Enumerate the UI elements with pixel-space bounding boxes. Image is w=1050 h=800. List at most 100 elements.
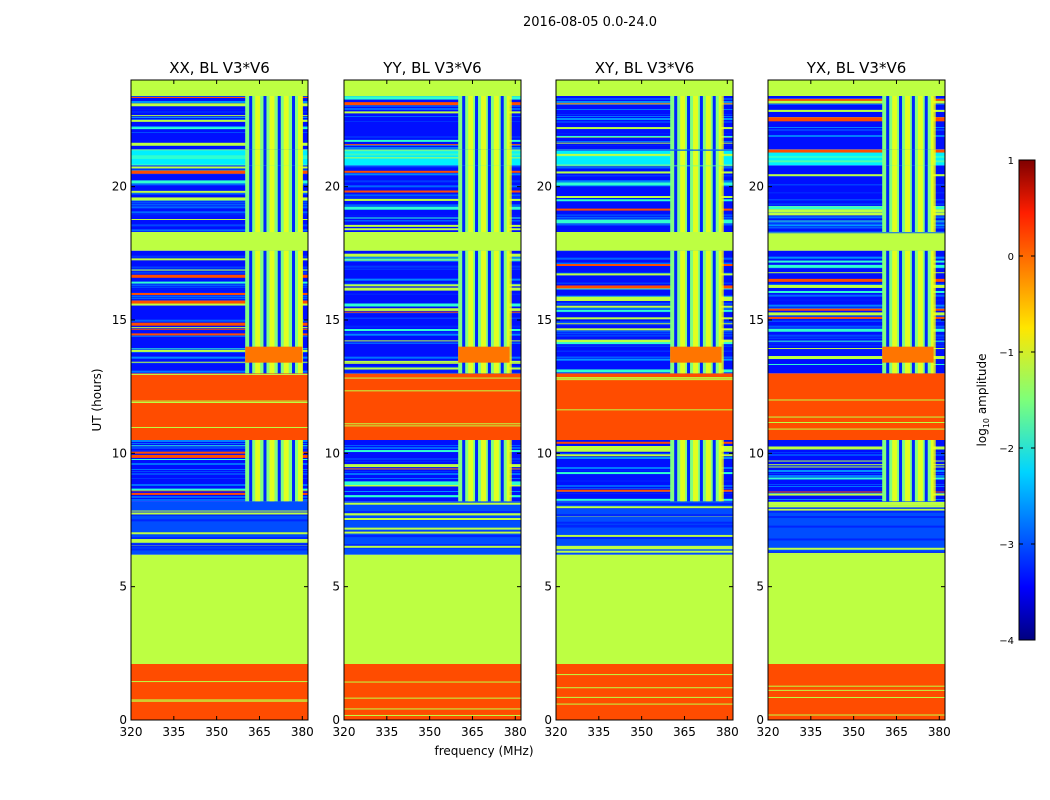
- rfi-stripe: [768, 220, 945, 222]
- speckle-row: [344, 220, 521, 222]
- rfi-band-peak: [892, 165, 898, 232]
- y-tick-label: 15: [112, 313, 127, 327]
- flag-stripe: [768, 551, 945, 554]
- segment-no-data-10: [131, 80, 308, 96]
- rfi-band-gap: [899, 440, 903, 502]
- rfi-band: [670, 250, 724, 374]
- speckle-row: [344, 204, 521, 207]
- speckle-row: [556, 334, 733, 337]
- speckle-row: [131, 284, 308, 286]
- rfi-band-gap: [899, 250, 903, 374]
- rfi-band-peak: [905, 440, 911, 502]
- flag-stripe: [131, 513, 308, 516]
- rfi-stripe: [768, 272, 945, 274]
- rfi-stripe: [344, 217, 521, 219]
- rfi-stripe: [556, 298, 733, 301]
- rfi-band: [882, 165, 936, 232]
- rfi-stripe: [768, 212, 945, 216]
- speckle-row: [131, 288, 308, 290]
- rfi-band-gap: [277, 250, 281, 374]
- rfi-band-peak: [298, 96, 304, 150]
- x-tick-label: 350: [630, 725, 653, 739]
- speckle-row: [131, 484, 308, 486]
- y-tick-label: 5: [544, 580, 552, 594]
- rfi-band: [882, 96, 936, 150]
- rfi-band-peak: [493, 440, 499, 502]
- rfi-band-gap: [475, 149, 479, 166]
- heatmap-area: [131, 80, 308, 720]
- speckle-row: [556, 164, 733, 167]
- rfi-stripe: [556, 220, 733, 224]
- rfi-stripe: [344, 96, 521, 99]
- rfi-band-peak: [905, 165, 911, 232]
- flag-stripe: [344, 377, 521, 379]
- y-tick-label: 0: [119, 713, 127, 727]
- speckle-row: [131, 111, 308, 113]
- speckle-row: [344, 108, 521, 110]
- x-tick-label: 380: [291, 725, 314, 739]
- x-tick-label: 365: [248, 725, 271, 739]
- speckle-row: [768, 129, 945, 131]
- flag-stripe: [344, 527, 521, 530]
- rfi-stripe: [556, 127, 733, 130]
- rfi-band-gap: [263, 96, 267, 150]
- rfi-band-gap: [487, 250, 491, 374]
- rfi-stripe: [131, 258, 308, 261]
- speckle-row: [768, 222, 945, 224]
- speckle-row: [131, 297, 308, 299]
- speckle-row: [768, 127, 945, 128]
- rfi-stripe: [556, 219, 733, 221]
- rfi-band-peak: [269, 165, 275, 232]
- rfi-stripe: [768, 477, 945, 480]
- x-tick-label: 365: [461, 725, 484, 739]
- x-tick-label: 335: [375, 725, 398, 739]
- rfi-stripe: [131, 458, 308, 460]
- speckle-row: [344, 471, 521, 472]
- rfi-band: [458, 440, 512, 502]
- segment-flagged-4: [344, 373, 521, 440]
- speckle-row: [556, 101, 733, 102]
- rfi-band-gap: [249, 165, 253, 232]
- speckle-row: [131, 101, 308, 103]
- speckle-row: [768, 452, 945, 453]
- speckle-row: [131, 473, 308, 475]
- rfi-band-peak: [680, 165, 686, 232]
- rfi-band-peak: [917, 250, 923, 374]
- segment-flagged-0: [556, 664, 733, 720]
- rfi-band-gap: [462, 96, 466, 150]
- rfi-band-gap: [886, 96, 890, 150]
- speckle-row: [556, 224, 733, 226]
- speckle-row: [768, 344, 945, 347]
- segment-flagged-0: [131, 664, 308, 720]
- rfi-stripe: [556, 339, 733, 343]
- colorbar-label-base: log: [975, 428, 989, 446]
- segment-flagged-4: [131, 373, 308, 440]
- rfi-band-gap: [911, 250, 915, 374]
- speckle-row: [344, 325, 521, 328]
- rfi-band-gap: [462, 149, 466, 166]
- flag-stripe: [131, 539, 308, 542]
- flag-stripe: [131, 699, 308, 701]
- speckle-row: [344, 136, 521, 138]
- x-tick-label: 320: [757, 725, 780, 739]
- speckle-row: [131, 463, 308, 465]
- rfi-band-gap: [924, 440, 928, 502]
- y-tick-label: 5: [756, 580, 764, 594]
- rfi-band-gap: [277, 96, 281, 150]
- rfi-band-gap: [899, 149, 903, 166]
- speckle-row: [768, 341, 945, 344]
- rfi-band-gap: [687, 250, 691, 374]
- y-tick-label: 20: [537, 180, 552, 194]
- rfi-band-gap: [924, 250, 928, 374]
- colorbar-label-sub: 10: [982, 418, 991, 428]
- rfi-band: [245, 440, 304, 502]
- colorbar-tick-label: −1: [999, 348, 1014, 359]
- rfi-band-gap: [487, 149, 491, 166]
- rfi-stripe: [131, 170, 308, 174]
- flag-stripe: [768, 505, 945, 508]
- y-tick-label: 15: [325, 313, 340, 327]
- speckle-row: [768, 227, 945, 229]
- x-tick-label: 335: [162, 725, 185, 739]
- rfi-band: [458, 165, 512, 232]
- rfi-stripe: [131, 454, 308, 458]
